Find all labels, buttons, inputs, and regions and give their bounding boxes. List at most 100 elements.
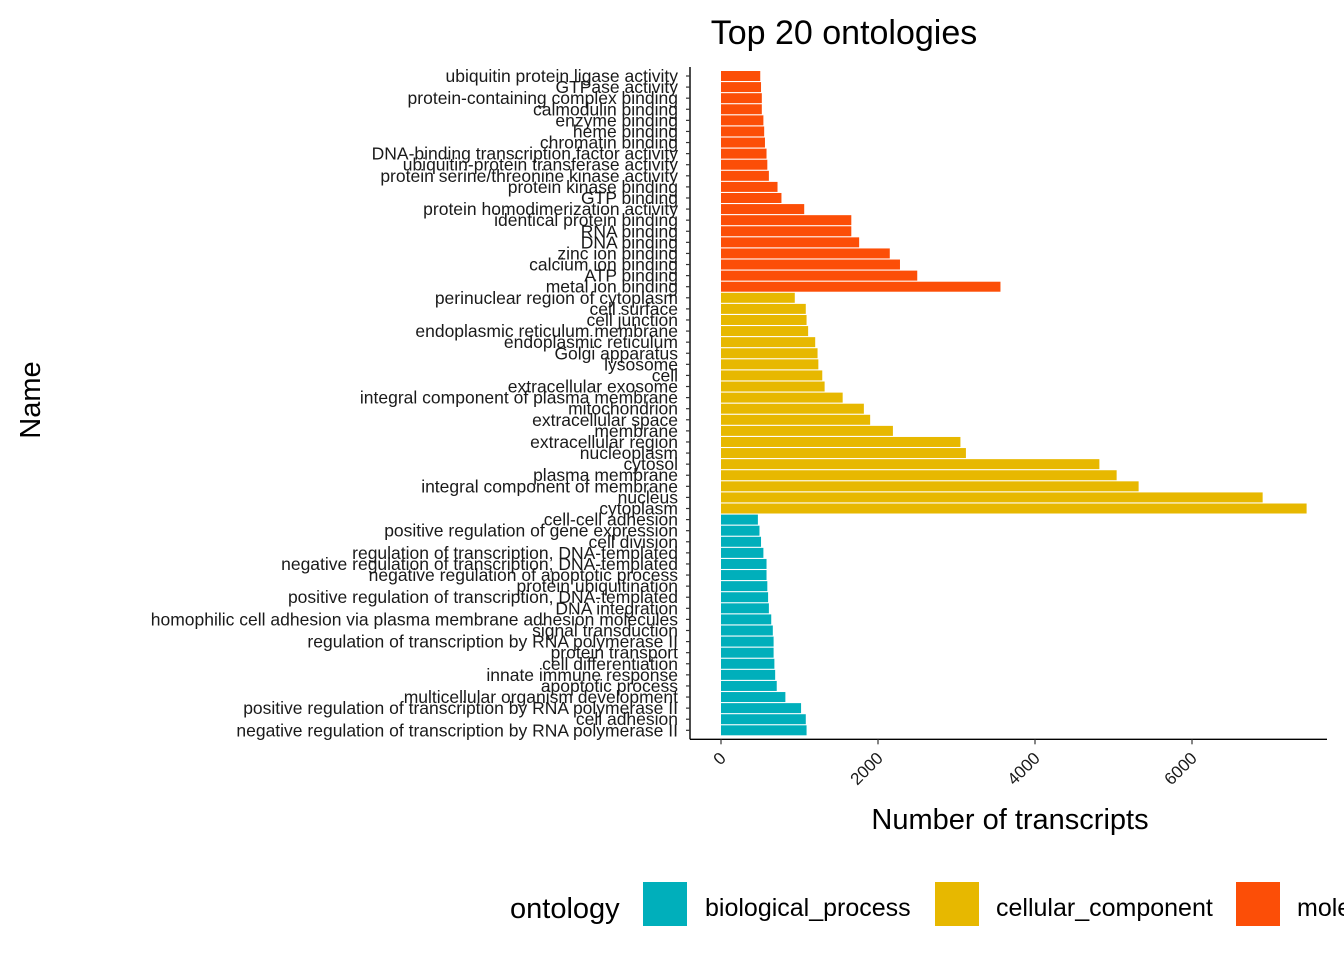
y-tick-label: signal transduction <box>532 621 678 641</box>
y-tick-label: ATP binding <box>584 266 678 286</box>
bar <box>721 669 776 680</box>
bar <box>721 603 769 614</box>
bar <box>721 581 768 592</box>
bar <box>721 82 762 93</box>
bar <box>721 281 1001 292</box>
y-tick-label: membrane <box>594 421 678 441</box>
bar <box>721 658 775 669</box>
y-tick-label: endoplasmic reticulum <box>504 332 678 352</box>
y-tick-label: DNA-binding transcription factor activit… <box>372 144 679 164</box>
bar <box>721 248 890 259</box>
y-tick-label: extracellular space <box>532 410 678 430</box>
bar <box>721 547 764 558</box>
bar <box>721 348 818 359</box>
bar <box>721 104 762 115</box>
x-tick-label: 2000 <box>847 749 887 789</box>
legend-entry-label: cellular_component <box>996 894 1213 922</box>
bar <box>721 115 764 126</box>
bar <box>721 525 760 536</box>
y-tick-label: extracellular region <box>530 432 678 452</box>
y-tick-label: cell division <box>589 532 678 552</box>
y-tick-label: negative regulation of apoptotic process <box>369 565 679 585</box>
y-tick-label: identical protein binding <box>494 210 678 230</box>
y-tick-label: cell-cell adhesion <box>544 510 678 530</box>
y-tick-label: nucleus <box>618 487 679 507</box>
bar <box>721 692 786 703</box>
y-tick-label: integral component of membrane <box>421 476 678 496</box>
bar <box>721 425 893 436</box>
y-tick-label: multicellular organism development <box>404 687 678 707</box>
y-tick-label: homophilic cell adhesion via plasma memb… <box>151 609 678 629</box>
bar <box>721 359 819 370</box>
bar <box>721 370 823 381</box>
y-tick-label: protein ubiquitination <box>516 576 678 596</box>
y-tick-label: calcium ion binding <box>529 255 678 275</box>
bar <box>721 470 1117 481</box>
y-tick-label: enzyme binding <box>555 110 678 130</box>
legend-entry-label: biological_process <box>705 894 911 922</box>
bar <box>721 448 966 459</box>
bar <box>721 481 1139 492</box>
y-tick-label: cell surface <box>589 299 678 319</box>
bar <box>721 570 767 581</box>
bar <box>721 270 918 281</box>
legend-key-swatch <box>1236 882 1280 926</box>
y-tick-label: positive regulation of transcription by … <box>243 698 678 718</box>
bar <box>721 93 762 104</box>
bar <box>721 192 782 203</box>
chart-title: Top 20 ontologies <box>711 14 978 52</box>
y-tick-label: protein kinase binding <box>508 177 678 197</box>
bar <box>721 592 769 603</box>
bar <box>721 436 961 447</box>
y-tick-label: regulation of transcription by RNA polym… <box>307 632 678 652</box>
y-tick-label: DNA binding <box>581 232 678 252</box>
y-tick-label: DNA integration <box>555 598 678 618</box>
bar <box>721 392 843 403</box>
y-tick-label: ubiquitin protein ligase activity <box>446 66 679 86</box>
bar <box>721 137 765 148</box>
bar <box>721 292 795 303</box>
bar <box>721 215 852 226</box>
legend-key-swatch <box>935 882 979 926</box>
y-tick-label: GTP binding <box>581 188 678 208</box>
y-tick-label: RNA binding <box>581 221 678 241</box>
y-tick-label: perinuclear region of cytoplasm <box>435 288 678 308</box>
y-tick-label: Golgi apparatus <box>554 343 678 363</box>
x-tick-label: 4000 <box>1004 749 1044 789</box>
bar <box>721 647 774 658</box>
y-tick-label: extracellular exosome <box>508 377 678 397</box>
x-axis: 0 2000 4000 6000 <box>690 738 1327 789</box>
bar <box>721 337 816 348</box>
y-tick-label: cytosol <box>624 454 678 474</box>
y-tick-label: cell junction <box>587 310 678 330</box>
bar <box>721 492 1263 503</box>
bar <box>721 71 761 81</box>
y-tick-label: ubiquitin-protein transferase activity <box>403 155 679 175</box>
y-tick-label: regulation of transcription, DNA-templat… <box>352 543 678 563</box>
y-tick-label: positive regulation of gene expression <box>384 521 678 541</box>
bar <box>721 703 802 714</box>
bar <box>721 714 806 725</box>
y-tick-label: innate immune response <box>486 665 678 685</box>
y-tick-label: protein transport <box>551 643 679 663</box>
bar <box>721 414 871 425</box>
bar <box>721 536 762 547</box>
y-tick-label: cytoplasm <box>599 499 678 519</box>
bar <box>721 558 767 569</box>
y-tick-label: apoptotic process <box>541 676 678 696</box>
y-tick-label: GTPase activity <box>555 77 678 97</box>
bar <box>721 725 807 736</box>
y-tick-label: protein homodimerization activity <box>423 199 678 219</box>
bar <box>721 314 807 325</box>
y-axis-title: Name <box>15 361 47 438</box>
x-tick-label: 0 <box>710 749 730 769</box>
bar <box>721 514 758 525</box>
legend-key-swatch <box>643 882 687 926</box>
y-tick-label: cell adhesion <box>576 709 678 729</box>
bar <box>721 303 806 314</box>
x-axis-title: Number of transcripts <box>871 804 1148 836</box>
legend-entry-label: molecular_function <box>1297 894 1344 922</box>
y-tick-label: protein serine/threonine kinase activity <box>380 166 678 186</box>
